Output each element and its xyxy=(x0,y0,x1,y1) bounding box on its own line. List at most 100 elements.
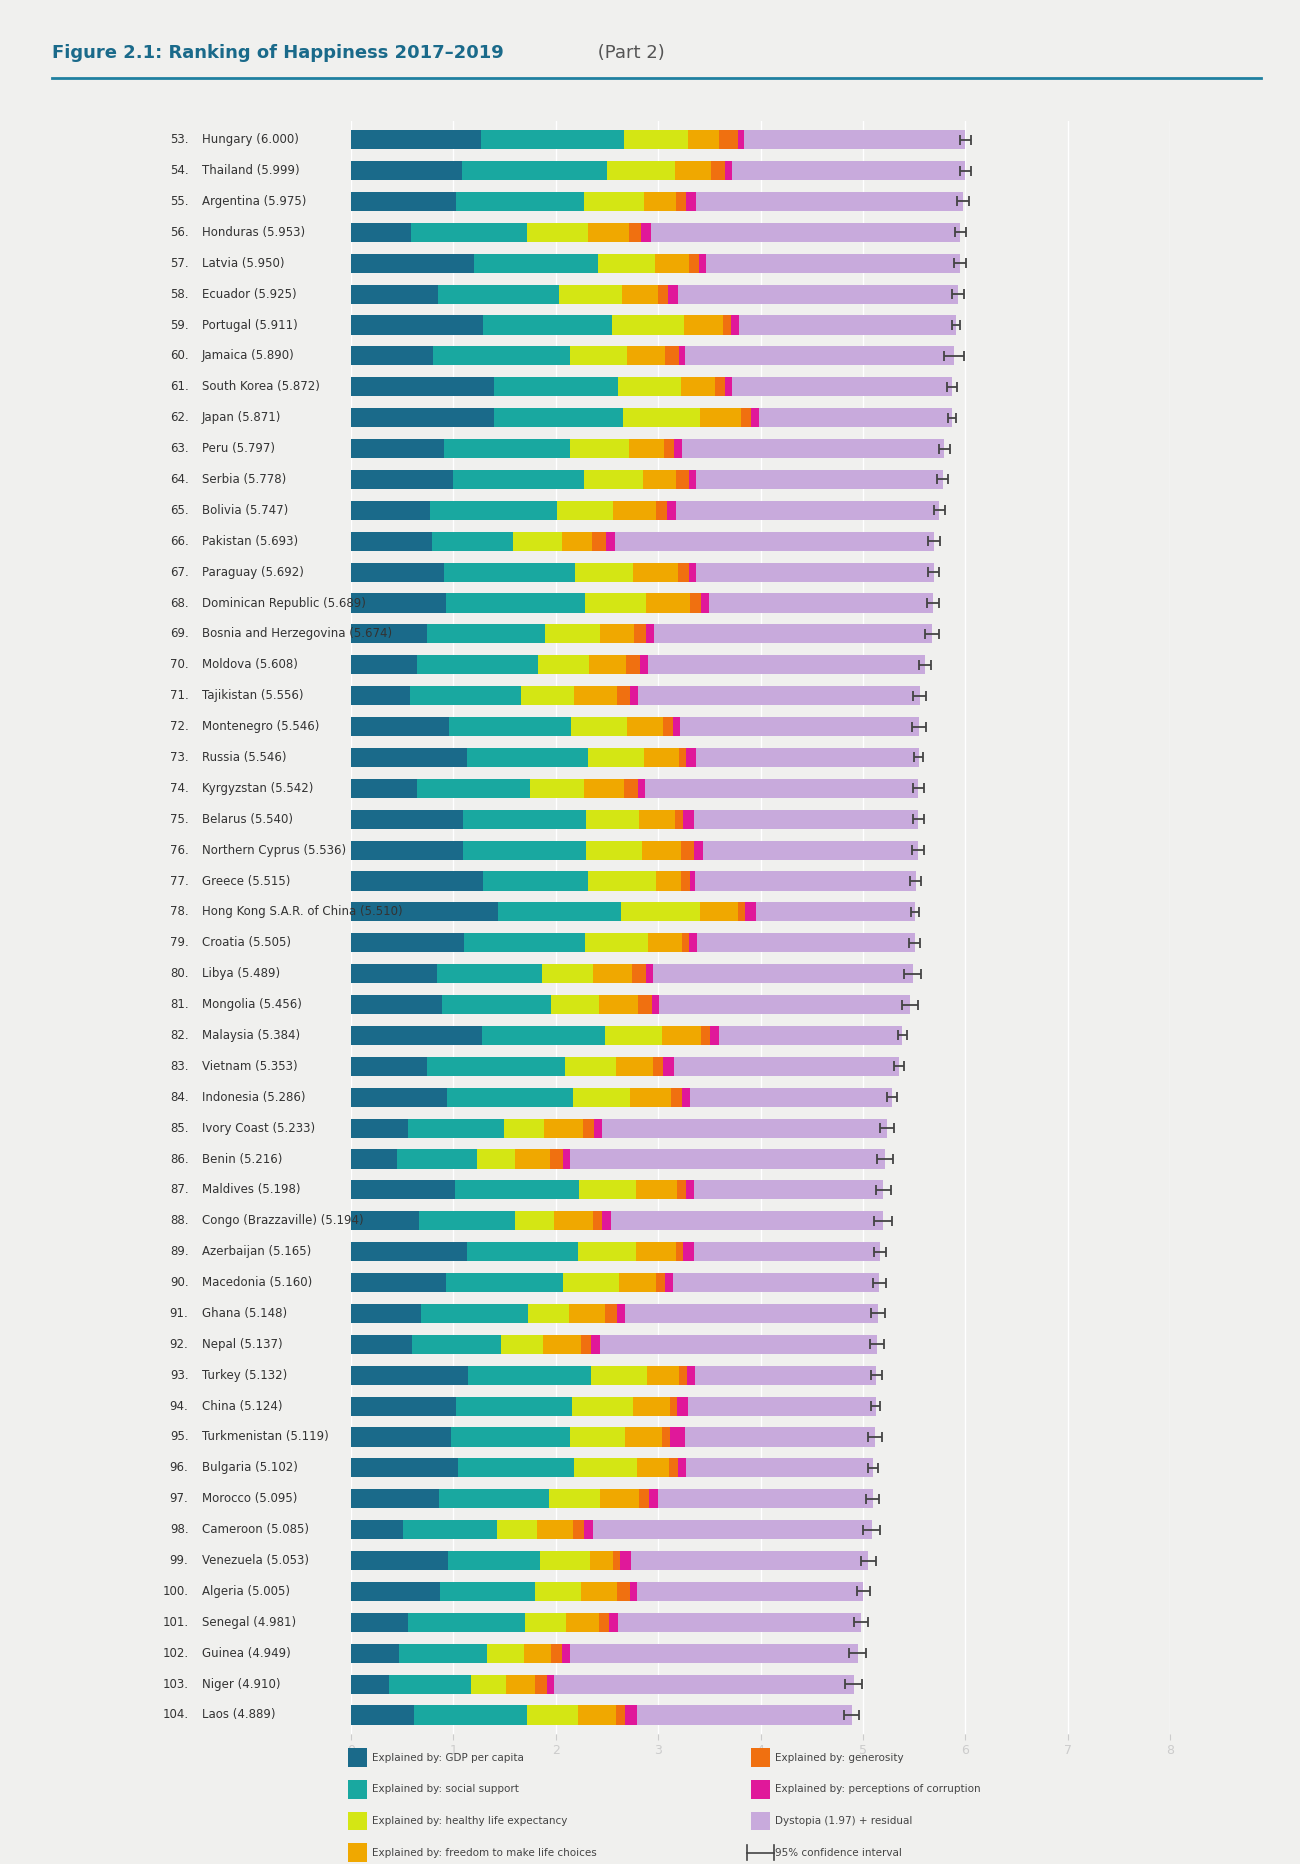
Text: 104.: 104. xyxy=(162,1709,188,1722)
Bar xyxy=(654,1057,663,1076)
Bar xyxy=(745,902,757,921)
Text: 84.: 84. xyxy=(170,1090,188,1103)
Text: Greece (5.515): Greece (5.515) xyxy=(202,874,290,887)
Bar xyxy=(467,747,588,766)
Text: 94.: 94. xyxy=(170,1400,188,1413)
Text: Mongolia (5.456): Mongolia (5.456) xyxy=(202,997,302,1010)
Bar xyxy=(619,1612,861,1631)
Bar xyxy=(571,347,627,365)
Bar xyxy=(655,254,689,272)
Bar xyxy=(682,1241,694,1262)
Text: 58.: 58. xyxy=(170,287,188,300)
Bar xyxy=(351,408,494,427)
Text: 60.: 60. xyxy=(170,349,188,362)
Bar xyxy=(471,1674,506,1694)
Bar xyxy=(645,779,918,798)
Text: Morocco (5.095): Morocco (5.095) xyxy=(202,1493,296,1506)
Bar xyxy=(679,1366,688,1385)
Text: Libya (5.489): Libya (5.489) xyxy=(202,967,280,980)
Bar xyxy=(629,1089,671,1107)
Text: Peru (5.797): Peru (5.797) xyxy=(202,442,274,455)
Bar xyxy=(658,285,668,304)
Bar xyxy=(584,192,644,211)
Bar xyxy=(415,1706,526,1724)
Bar xyxy=(696,1366,876,1385)
Bar xyxy=(611,1212,883,1230)
Bar xyxy=(627,347,666,365)
Bar xyxy=(437,964,542,982)
Bar xyxy=(351,872,482,891)
Bar xyxy=(593,1212,602,1230)
Bar xyxy=(351,779,417,798)
Bar xyxy=(569,1303,604,1323)
Bar xyxy=(689,254,698,272)
Text: Malaysia (5.384): Malaysia (5.384) xyxy=(202,1029,299,1042)
Bar xyxy=(412,1335,500,1353)
Text: 100.: 100. xyxy=(162,1584,188,1597)
Bar xyxy=(642,841,681,859)
Text: Venezuela (5.053): Venezuela (5.053) xyxy=(202,1555,308,1568)
Bar xyxy=(677,1396,688,1415)
Bar xyxy=(725,160,732,181)
Bar xyxy=(351,531,433,552)
Text: China (5.124): China (5.124) xyxy=(202,1400,282,1413)
Bar xyxy=(433,347,571,365)
Bar xyxy=(738,130,744,149)
Bar xyxy=(351,809,463,829)
Text: 102.: 102. xyxy=(162,1646,188,1659)
Bar xyxy=(521,686,573,705)
Text: Senegal (4.981): Senegal (4.981) xyxy=(202,1616,295,1629)
Bar xyxy=(676,470,689,488)
Text: 88.: 88. xyxy=(170,1213,188,1227)
Bar xyxy=(593,964,632,982)
Bar xyxy=(627,718,663,736)
Bar xyxy=(679,347,685,365)
Bar xyxy=(732,377,952,397)
Bar xyxy=(351,130,481,149)
Bar xyxy=(351,1335,412,1353)
Bar xyxy=(562,531,593,552)
Bar xyxy=(685,1428,875,1446)
Text: Croatia (5.505): Croatia (5.505) xyxy=(202,936,290,949)
Bar xyxy=(351,1428,451,1446)
Bar xyxy=(616,1706,625,1724)
Bar xyxy=(684,315,723,336)
Bar xyxy=(351,1489,439,1508)
Bar xyxy=(526,1706,577,1724)
Bar xyxy=(624,779,637,798)
Text: 90.: 90. xyxy=(170,1277,188,1290)
Bar xyxy=(584,779,624,798)
Bar xyxy=(757,902,915,921)
Bar xyxy=(351,624,426,643)
Bar xyxy=(551,995,599,1014)
Text: Hungary (6.000): Hungary (6.000) xyxy=(202,132,299,145)
Bar xyxy=(573,1519,584,1540)
Bar xyxy=(403,1519,498,1540)
Bar xyxy=(541,1551,590,1569)
Bar xyxy=(351,1674,389,1694)
Text: 97.: 97. xyxy=(170,1493,188,1506)
Bar xyxy=(351,718,450,736)
Text: Thailand (5.999): Thailand (5.999) xyxy=(202,164,299,177)
Bar xyxy=(590,1551,612,1569)
Bar xyxy=(351,315,484,336)
Bar xyxy=(559,285,623,304)
Bar xyxy=(668,285,677,304)
Bar xyxy=(741,408,751,427)
Bar xyxy=(351,1089,447,1107)
Bar xyxy=(694,1180,883,1199)
Bar xyxy=(618,377,681,397)
Bar xyxy=(445,440,569,459)
Bar xyxy=(725,377,732,397)
Bar xyxy=(592,1335,601,1353)
Bar xyxy=(451,1428,569,1446)
Bar xyxy=(448,1551,541,1569)
Bar xyxy=(443,563,576,582)
Bar xyxy=(351,1303,421,1323)
Text: Explained by: generosity: Explained by: generosity xyxy=(775,1752,903,1763)
Bar xyxy=(607,160,675,181)
Bar xyxy=(464,934,585,953)
Bar xyxy=(452,470,584,488)
Bar xyxy=(638,686,920,705)
Bar xyxy=(543,1335,581,1353)
